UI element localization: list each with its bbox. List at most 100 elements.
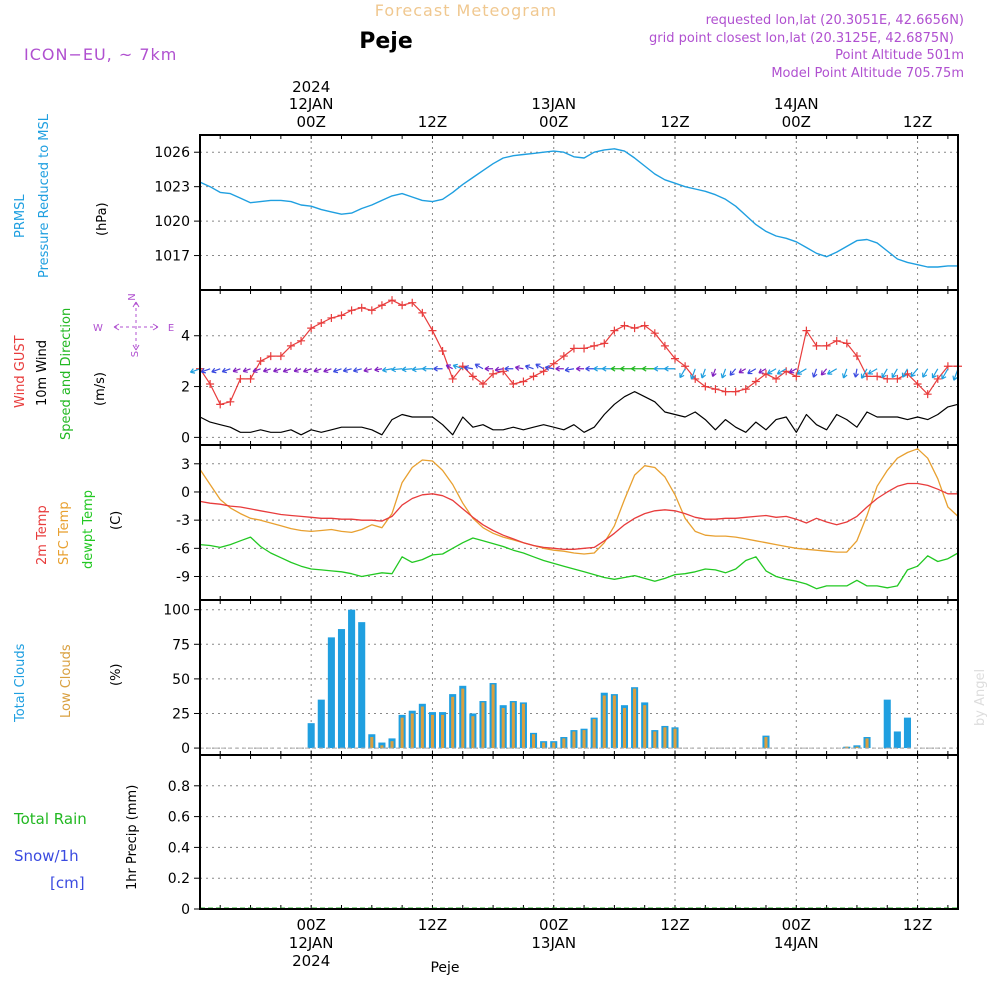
low-clouds-bar bbox=[430, 714, 434, 749]
wind-direction-arrow bbox=[242, 367, 251, 373]
low-clouds-bar bbox=[410, 713, 414, 749]
low-clouds-bar bbox=[542, 742, 546, 749]
wind-direction-arrow bbox=[664, 365, 676, 372]
wind-direction-arrow bbox=[411, 366, 423, 373]
wind-gust-marker bbox=[580, 344, 589, 353]
wind-direction-arrow bbox=[700, 368, 706, 379]
wind-direction-label: Speed and Direction bbox=[59, 308, 74, 440]
wind-direction-arrow bbox=[767, 368, 777, 375]
wind-direction-arrow bbox=[922, 368, 929, 378]
precip-ytick-label: 0.8 bbox=[168, 779, 190, 795]
top-time-label: 12Z bbox=[660, 113, 689, 131]
wind-gust-marker bbox=[347, 306, 356, 315]
top-time-label: 12JAN bbox=[289, 95, 334, 113]
pressure-ytick-label: 1017 bbox=[154, 249, 190, 265]
total-clouds-bar bbox=[358, 622, 366, 749]
top-time-label: 12Z bbox=[418, 113, 447, 131]
wind-direction-arrow bbox=[811, 368, 818, 378]
wind-direction-arrow bbox=[853, 368, 859, 378]
bottom-time-label: 2024 bbox=[292, 952, 330, 970]
clouds-ytick-label: 75 bbox=[172, 637, 190, 653]
low-clouds-bar bbox=[582, 730, 586, 749]
wind-gust-marker bbox=[933, 374, 942, 383]
wind-ytick-label: 0 bbox=[181, 430, 190, 446]
pressure-line bbox=[199, 148, 958, 268]
plot-area: 1017 1020 1023 1026 0 2 4 -9 -6 -3 0 3 0 25 50 75 100 0 0.… bbox=[154, 134, 962, 918]
gridpoint-coords: grid point closest lon,lat (20.3125E, 42… bbox=[649, 31, 954, 46]
wind-gust-marker bbox=[610, 326, 619, 335]
low-clouds-bar bbox=[612, 695, 616, 749]
precip-unit: 1hr Precip (mm) bbox=[125, 785, 140, 890]
wind-direction-arrow bbox=[653, 365, 665, 372]
wind-direction-arrow bbox=[374, 366, 383, 373]
pressure-panel: 1017 1020 1023 1026 bbox=[154, 135, 958, 290]
wind-direction-arrow bbox=[910, 368, 919, 378]
top-time-label: 00Z bbox=[296, 113, 325, 131]
wind-gust-marker bbox=[792, 372, 801, 381]
low-clouds-bar bbox=[653, 731, 657, 749]
wind-direction-arrow bbox=[544, 365, 554, 371]
wind-gust-marker bbox=[327, 313, 336, 322]
low-clouds-bar bbox=[552, 742, 556, 749]
precip-ytick-label: 0.2 bbox=[168, 871, 190, 887]
compass-east: E bbox=[168, 323, 174, 334]
wind-direction-arrow bbox=[729, 368, 737, 376]
wind-gust-marker bbox=[701, 382, 710, 391]
bottom-time-label: 14JAN bbox=[774, 934, 819, 952]
low-clouds-bar bbox=[491, 684, 495, 749]
pressure-frame bbox=[199, 134, 959, 291]
total-clouds-bar bbox=[327, 637, 335, 749]
wind-gust-marker bbox=[913, 380, 922, 389]
low-clouds-bar bbox=[663, 727, 667, 749]
low-clouds-bar bbox=[865, 738, 869, 749]
clouds-panel-labels: Total Clouds Low Clouds (%) bbox=[13, 643, 124, 723]
temp-ytick-label: 0 bbox=[181, 485, 190, 501]
wind-gust-marker bbox=[317, 319, 326, 328]
wind-gust-marker bbox=[307, 324, 316, 333]
wind-gust-marker bbox=[408, 298, 417, 307]
wind-direction-arrow bbox=[585, 365, 595, 372]
wind-direction-arrow bbox=[391, 366, 403, 373]
wind-direction-arrow bbox=[689, 368, 696, 380]
low-clouds-bar bbox=[633, 688, 637, 749]
low-clouds-bar bbox=[501, 707, 505, 749]
wind-direction-arrow bbox=[867, 368, 878, 375]
wind-direction-arrow bbox=[211, 367, 221, 374]
wind-ytick-label: 4 bbox=[181, 329, 190, 345]
wind-direction-arrow bbox=[776, 368, 787, 375]
wind-gust-marker bbox=[549, 359, 558, 368]
total-clouds-bar bbox=[893, 731, 901, 749]
temp-ytick-label: -6 bbox=[176, 541, 190, 557]
wind-direction-arrow bbox=[535, 363, 544, 370]
wind-gust-marker bbox=[812, 341, 821, 350]
bottom-time-label: 12JAN bbox=[289, 934, 334, 952]
wind-gust-marker bbox=[590, 341, 599, 350]
wind-gust-marker bbox=[357, 303, 366, 312]
low-clouds-bar bbox=[370, 737, 374, 749]
wind-gust-marker bbox=[782, 367, 791, 376]
wind-gust-marker bbox=[721, 387, 730, 396]
wind-gust-marker bbox=[226, 397, 235, 406]
wind-direction-arrow bbox=[342, 367, 352, 373]
compass-north: N bbox=[127, 293, 138, 300]
wind-direction-arrow bbox=[789, 368, 797, 374]
wind-direction-arrow bbox=[452, 363, 463, 370]
wind-direction-arrow bbox=[262, 367, 271, 373]
wind-gust-marker bbox=[741, 385, 750, 394]
low-clouds-bar bbox=[855, 746, 859, 749]
wind-gust-marker bbox=[711, 385, 720, 394]
temp-ytick-label: 3 bbox=[181, 457, 190, 473]
low-clouds-bar bbox=[572, 731, 576, 749]
wind-direction-arrow bbox=[303, 367, 312, 374]
wind-gust-line bbox=[199, 299, 958, 405]
wind-gust-marker bbox=[266, 352, 275, 361]
wind-gust-marker bbox=[640, 321, 649, 330]
wind-gust-marker bbox=[883, 374, 892, 383]
pressure-label-prmsl: PRMSL bbox=[13, 194, 28, 238]
wind-gust-marker bbox=[499, 367, 508, 376]
top-time-label: 13JAN bbox=[531, 95, 576, 113]
wind-panel: 0 2 4 bbox=[181, 290, 958, 446]
total-clouds-bar bbox=[307, 723, 315, 749]
